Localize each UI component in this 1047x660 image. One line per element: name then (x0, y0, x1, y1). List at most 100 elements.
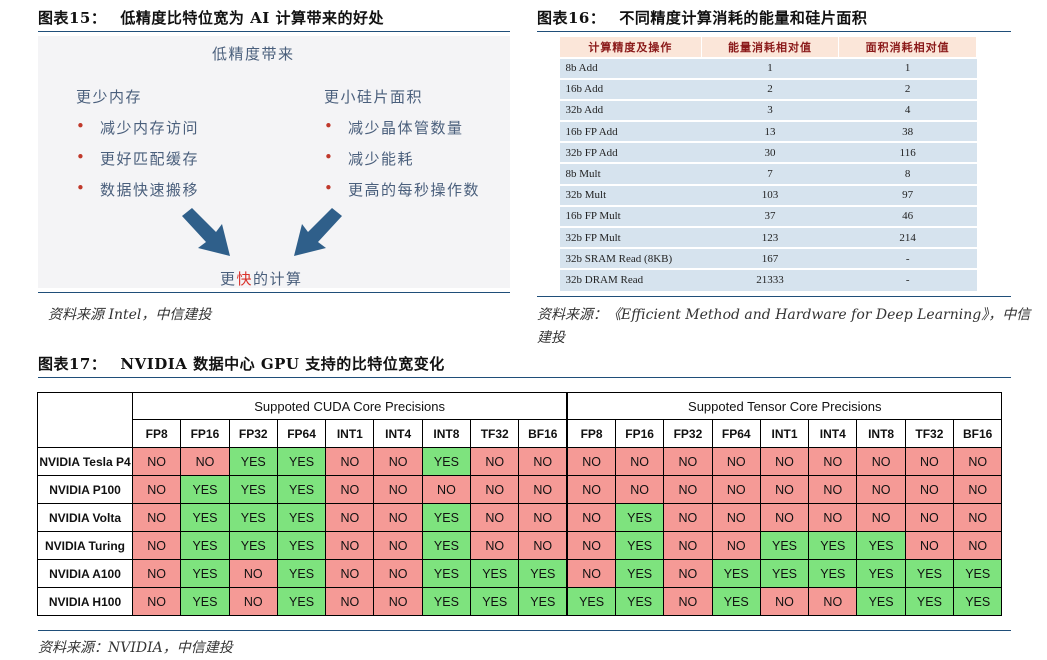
support-cell: YES (711, 587, 761, 616)
table-row: 32b FP Mult 123 214 (559, 225, 977, 249)
support-cell: NO (373, 559, 423, 588)
support-cell: NO (759, 587, 810, 616)
table-cell: 32b SRAM Read (8KB) (559, 247, 702, 270)
table-cell: 30 (701, 141, 839, 164)
table-cell: 2 (838, 77, 977, 100)
support-cell: NO (518, 503, 568, 532)
table-row: 32b Mult 103 97 (559, 183, 977, 206)
support-cell: YES (276, 475, 327, 504)
support-cell: YES (180, 531, 230, 560)
column-header: FP64 (276, 419, 327, 448)
support-cell: YES (614, 559, 665, 588)
support-cell: NO (131, 531, 182, 560)
fig16-source-line2: 建投 (537, 330, 565, 346)
fig15-bottom-post: 的计算 (253, 270, 303, 288)
support-cell: YES (421, 503, 472, 532)
table-cell: 32b FP Mult (559, 225, 702, 249)
column-header: TF32 (904, 419, 955, 448)
fig15-label: 图表15： (38, 9, 107, 27)
support-cell: NO (421, 475, 472, 504)
column-header: FP32 (228, 419, 278, 448)
support-cell: YES (614, 531, 665, 560)
arrow-down-right-icon (182, 208, 230, 256)
support-cell: NO (808, 447, 858, 476)
fig16-label: 图表16： (537, 9, 606, 27)
table-cell: 167 (701, 247, 839, 270)
support-cell: NO (856, 475, 906, 504)
support-cell: NO (325, 531, 375, 560)
support-cell: NO (470, 503, 520, 532)
support-cell: NO (566, 559, 616, 588)
table-cell: 123 (701, 225, 839, 249)
bullet-icon: • (324, 148, 333, 166)
support-cell: NO (131, 475, 182, 504)
support-cell: NO (953, 447, 1003, 476)
support-cell: NO (808, 503, 858, 532)
gpu-name: NVIDIA P100 (37, 475, 133, 504)
fig16-rule (537, 31, 1011, 32)
column-header: BF16 (518, 419, 568, 448)
table-cell: 32b DRAM Read (559, 268, 702, 291)
support-cell: NO (518, 531, 568, 560)
table-cell: 16b FP Mult (559, 204, 702, 227)
support-cell: YES (228, 531, 278, 560)
support-cell: NO (759, 475, 810, 504)
table-cell: 103 (701, 183, 839, 206)
support-cell: YES (421, 531, 472, 560)
support-cell: NO (566, 531, 616, 560)
table-cell: 32b Add (559, 98, 702, 122)
fig15-bottom-text: 更快的计算 (220, 268, 303, 289)
table-cell: 3 (701, 98, 839, 122)
table-row: 32b Add 3 4 (559, 98, 977, 122)
support-cell: YES (614, 503, 665, 532)
table-cell: 16b Add (559, 77, 702, 100)
fig15-left-item: 数据快速搬移 (100, 181, 200, 199)
fig15-title: 图表15： 低精度比特位宽为 AI 计算带来的好处 (38, 7, 384, 28)
column-header: INT4 (373, 419, 423, 448)
support-cell: YES (759, 559, 810, 588)
support-cell: YES (421, 447, 472, 476)
table-cell: 32b Mult (559, 183, 702, 206)
group-header-cuda: Suppoted CUDA Core Precisions (132, 392, 568, 420)
table-row: NVIDIA P100 NO YES YES YES NO NO NO NO NO NO NO NO NO… (37, 475, 1003, 504)
table-cell: 21333 (701, 268, 839, 291)
support-cell: YES (421, 559, 472, 588)
support-cell: YES (759, 531, 810, 560)
bullet-icon: • (324, 117, 333, 135)
table-cell: 13 (701, 120, 839, 143)
support-cell: YES (470, 587, 520, 616)
bullet-icon: • (76, 117, 85, 135)
table-row: NVIDIA H100 NO YES NO YES NO NO YES YES YES YES YES… (37, 587, 1003, 616)
bullet-icon: • (76, 179, 85, 197)
column-header: 能量消耗相对值 (700, 36, 840, 58)
support-cell: YES (228, 447, 278, 476)
column-header: FP64 (711, 419, 761, 448)
fig17-rule-bottom (38, 630, 1011, 631)
table-cell: 214 (838, 225, 977, 249)
table-row: NVIDIA Volta NO YES YES YES NO NO YES NO NO NO YES N… (37, 503, 1003, 532)
corner-cell (37, 392, 133, 448)
support-cell: NO (131, 503, 182, 532)
support-cell: NO (711, 531, 761, 560)
column-header: FP32 (663, 419, 713, 448)
column-header: TF32 (470, 419, 520, 448)
gpu-name: NVIDIA Volta (37, 503, 133, 532)
support-cell: NO (325, 587, 375, 616)
table-cell: 1 (701, 56, 839, 79)
support-cell: NO (131, 559, 182, 588)
support-cell: NO (953, 503, 1003, 532)
column-header: FP16 (614, 419, 665, 448)
support-cell: NO (180, 447, 230, 476)
support-cell: NO (131, 447, 182, 476)
column-header: 计算精度及操作 (559, 36, 702, 58)
support-cell: NO (373, 447, 423, 476)
table-cell: 97 (838, 183, 977, 206)
support-cell: NO (663, 475, 713, 504)
column-header: FP8 (131, 419, 182, 448)
fig15-title-text: 低精度比特位宽为 AI 计算带来的好处 (120, 9, 384, 27)
fig17-source: 资料来源：NVIDIA，中信建投 (38, 640, 233, 656)
support-cell: YES (228, 475, 278, 504)
support-cell: YES (808, 559, 858, 588)
support-cell: NO (325, 447, 375, 476)
support-cell: NO (953, 475, 1003, 504)
